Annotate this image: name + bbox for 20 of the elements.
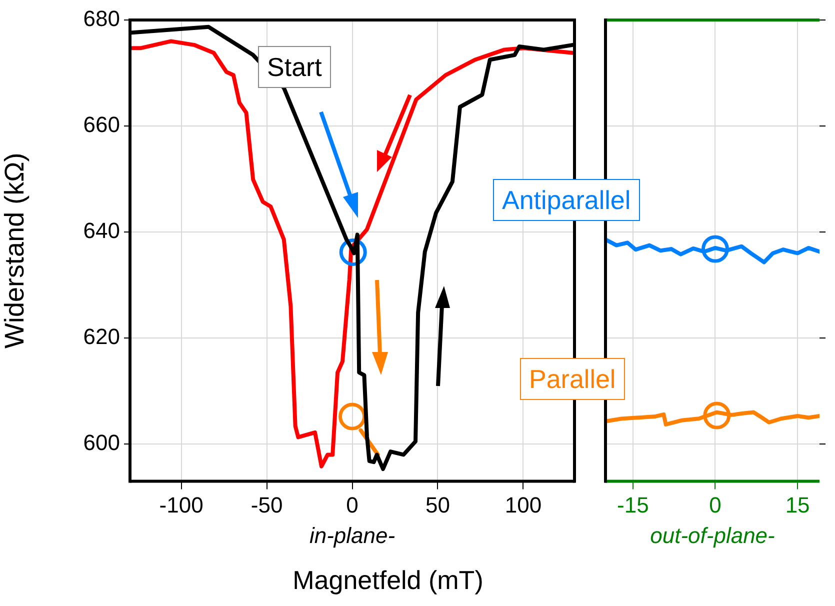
y-tick-label: 620 bbox=[83, 324, 120, 350]
x-axis-title: in-plane- bbox=[309, 522, 396, 548]
annotation: Parallel bbox=[520, 358, 625, 400]
x-tick-label: 0 bbox=[346, 492, 358, 518]
x-tick-label: -100 bbox=[159, 492, 204, 518]
annotation: Antiparallel bbox=[493, 179, 640, 221]
x-tick-label: 100 bbox=[504, 492, 542, 518]
x-tick-label: 15 bbox=[785, 492, 810, 518]
x-tick-label: 50 bbox=[425, 492, 450, 518]
x-tick-label: -50 bbox=[250, 492, 283, 518]
text: Magnetfeld (mT) bbox=[292, 564, 484, 597]
y-tick-label: 600 bbox=[83, 430, 120, 456]
y-tick-label: 640 bbox=[83, 218, 120, 244]
x-tick-label: 0 bbox=[709, 492, 722, 518]
x-tick-label: -15 bbox=[617, 492, 649, 518]
y-tick-label: 680 bbox=[83, 6, 120, 32]
y-tick-label: 660 bbox=[83, 112, 120, 138]
y-axis-title: Widerstand (kΩ) bbox=[0, 152, 30, 348]
annotation: Start bbox=[258, 46, 331, 88]
x-axis-title: out-of-plane- bbox=[650, 522, 775, 548]
